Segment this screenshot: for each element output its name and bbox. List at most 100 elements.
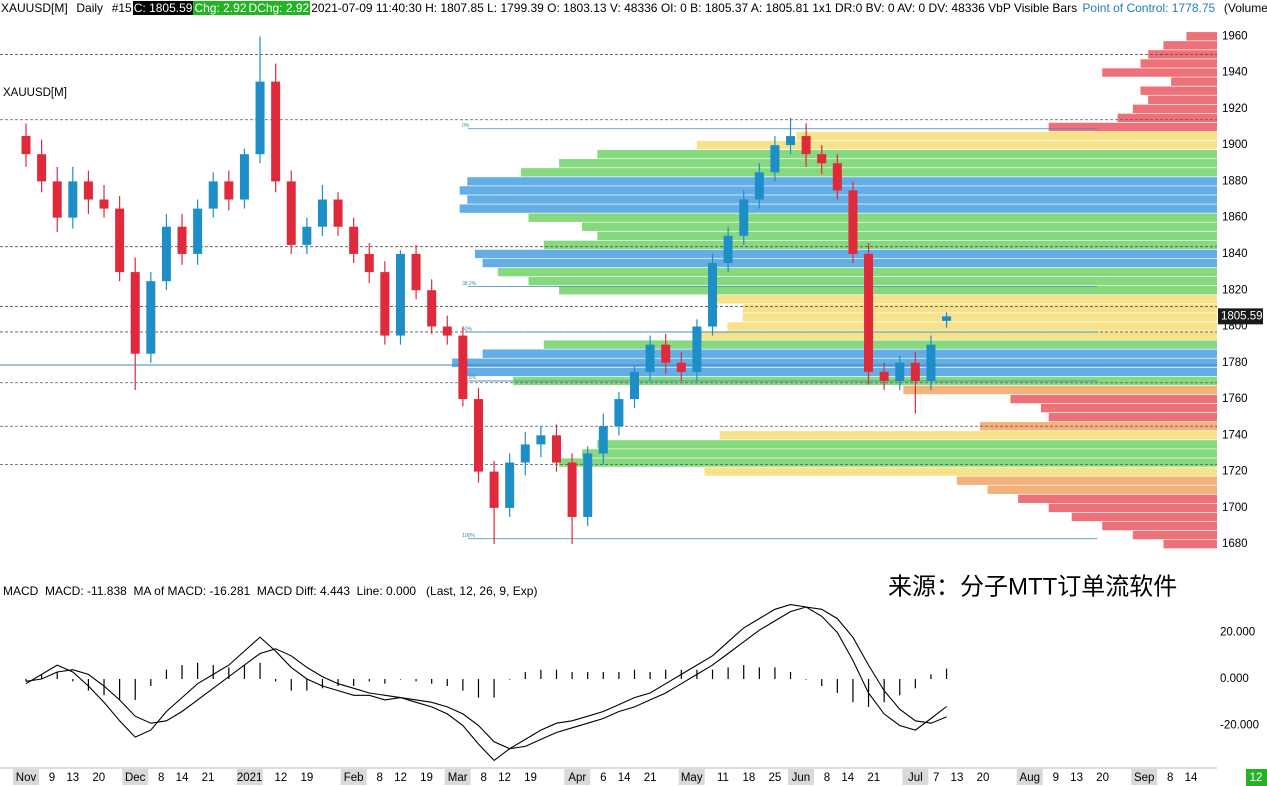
candle-body — [895, 362, 905, 381]
candle-body — [99, 199, 109, 209]
profile-bar — [742, 313, 1217, 322]
profile-bar — [696, 331, 1217, 340]
macd-signal-line — [25, 606, 947, 750]
candle-body — [68, 181, 78, 218]
macd-macd-line — [25, 604, 947, 762]
profile-bar — [559, 286, 1217, 295]
macd-histogram — [852, 679, 854, 703]
macd-histogram — [743, 665, 745, 680]
candle-body — [786, 136, 796, 146]
profile-bar — [1018, 494, 1217, 504]
profile-bar — [1148, 95, 1217, 104]
macd-histogram — [228, 667, 230, 680]
profile-bar — [582, 449, 1217, 458]
candle-body — [692, 326, 702, 372]
fib-label: 61.8% — [462, 375, 477, 381]
profile-bar — [1041, 403, 1217, 413]
candle-body — [926, 344, 936, 381]
candle-body — [161, 226, 171, 282]
profile-bar — [543, 340, 1217, 349]
macd-histogram — [290, 679, 292, 691]
macd-histogram — [431, 679, 433, 684]
x-tick-label: 19 — [300, 772, 313, 784]
profile-bar — [597, 440, 1217, 449]
candle-body — [708, 263, 718, 327]
macd-histogram — [540, 669, 542, 680]
last-price-label: 1805.59 — [1221, 310, 1263, 322]
macd-histogram — [197, 662, 199, 680]
macd-histogram — [899, 679, 901, 696]
macd-histogram — [337, 679, 339, 686]
last-price-box — [1218, 308, 1263, 325]
macd-tick-label: 0.000 — [1220, 673, 1249, 685]
macd-histogram — [602, 672, 604, 680]
macd-histogram — [368, 679, 370, 682]
x-tick-label: Apr — [568, 772, 586, 784]
x-tick-label: 12 — [274, 772, 287, 784]
candle-body — [598, 426, 608, 454]
x-tick-label: 14 — [841, 772, 854, 784]
month-box — [678, 769, 705, 785]
candle-body — [739, 199, 749, 236]
candle-body — [505, 462, 515, 508]
profile-bar — [1102, 521, 1217, 531]
candle-body — [723, 235, 733, 264]
fib-label: 0% — [462, 123, 470, 129]
macd-histogram — [165, 669, 168, 680]
candle-body — [427, 290, 437, 327]
candle-body — [286, 181, 296, 245]
macd-histogram — [321, 679, 324, 689]
y-tick-label: 1860 — [1222, 212, 1248, 224]
x-tick-label: 19 — [420, 772, 433, 784]
x-tick-label: 8 — [824, 772, 830, 784]
profile-bar — [1010, 394, 1217, 404]
profile-bar — [467, 177, 1217, 186]
fib-label: 100% — [462, 533, 475, 539]
x-tick-label: Mar — [448, 772, 468, 784]
candle-body — [177, 226, 187, 254]
profile-bar — [1140, 59, 1217, 68]
candle-body — [208, 181, 218, 209]
x-tick-label: 8 — [158, 772, 164, 784]
y-tick-label: 1680 — [1222, 538, 1248, 550]
profile-bar — [1140, 86, 1217, 95]
candle-body — [567, 462, 577, 517]
x-tick-label: 21 — [202, 772, 215, 784]
profile-bar — [528, 213, 1217, 222]
x-tick-label: 9 — [1053, 772, 1059, 784]
x-tick-label: 21 — [867, 772, 880, 784]
x-tick-label: 20 — [1096, 772, 1109, 784]
month-box — [787, 769, 814, 785]
candle-body — [832, 163, 842, 191]
macd-histogram — [727, 667, 729, 680]
y-tick-label: 1820 — [1222, 284, 1248, 296]
x-tick-label: 20 — [977, 772, 990, 784]
candle-body — [442, 326, 452, 336]
profile-bar — [559, 159, 1217, 168]
x-tick-label: Jun — [792, 772, 811, 784]
macd-histogram — [25, 679, 27, 682]
macd-histogram — [243, 665, 246, 680]
x-tick-label: Jul — [908, 772, 923, 784]
candle-body — [302, 226, 312, 245]
profile-bar — [1048, 412, 1217, 422]
month-box — [236, 769, 263, 785]
close: C: 1805.59 — [132, 1, 194, 15]
macd-histogram — [571, 672, 573, 680]
profile-bar — [987, 485, 1217, 494]
profile-bar — [452, 358, 1217, 367]
macd-histogram — [509, 679, 511, 680]
month-box — [564, 769, 591, 785]
macd-histogram — [836, 679, 838, 693]
x-tick-label: 18 — [743, 772, 756, 784]
corner-box — [1246, 769, 1267, 786]
y-tick-label: 1940 — [1222, 67, 1248, 79]
profile-bar — [1071, 512, 1217, 522]
macd-histogram — [493, 679, 495, 698]
candle-body — [614, 399, 624, 427]
macd-histogram — [353, 679, 355, 686]
candle-body — [333, 199, 343, 227]
candle-body — [645, 344, 655, 372]
candle-body — [224, 181, 234, 200]
